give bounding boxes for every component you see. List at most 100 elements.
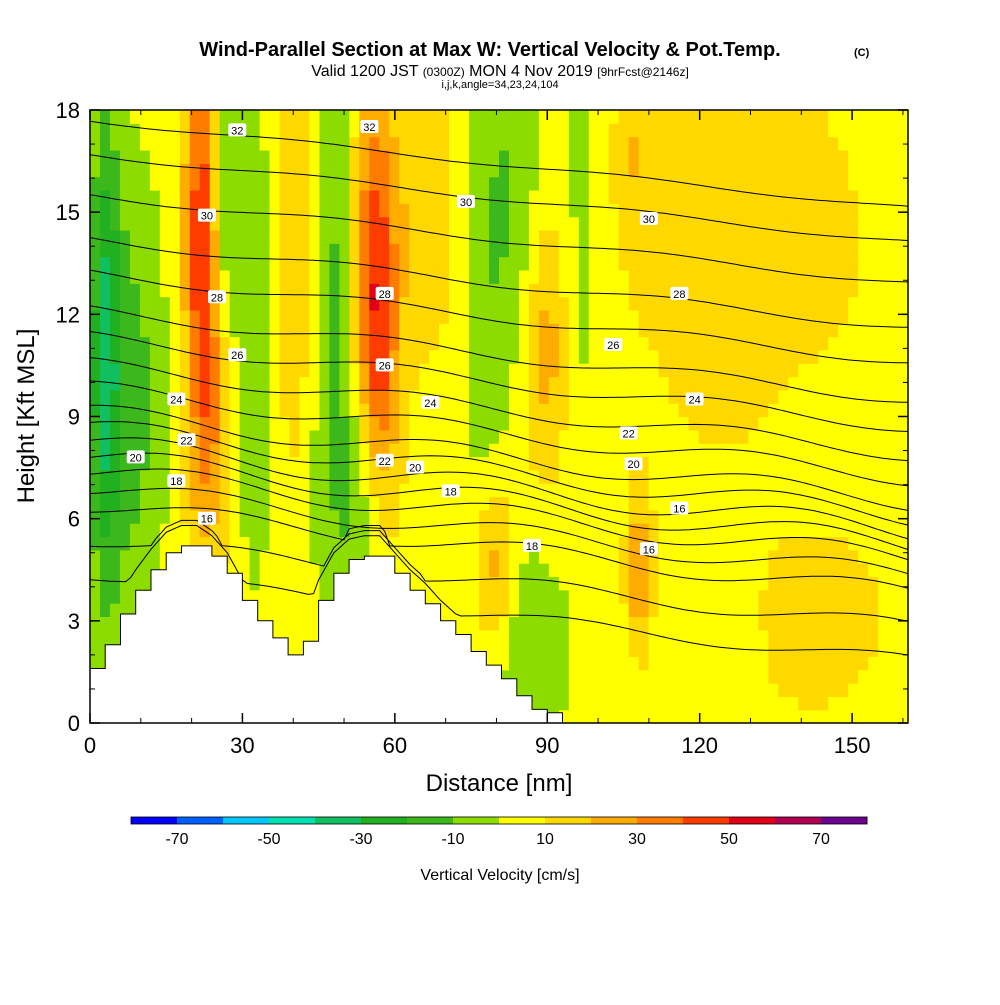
velocity-cell bbox=[379, 523, 390, 538]
velocity-cell bbox=[638, 336, 650, 351]
velocity-cell bbox=[199, 163, 211, 178]
velocity-cell bbox=[698, 389, 710, 404]
velocity-cell bbox=[648, 163, 660, 178]
velocity-cell bbox=[229, 176, 241, 191]
velocity-cell bbox=[489, 563, 500, 578]
velocity-cell bbox=[608, 496, 620, 511]
velocity-cell bbox=[169, 496, 181, 511]
velocity-cell bbox=[738, 536, 749, 551]
velocity-cell bbox=[618, 256, 630, 271]
velocity-cell bbox=[219, 469, 231, 484]
velocity-cell bbox=[788, 616, 799, 631]
velocity-cell bbox=[648, 229, 660, 244]
velocity-cell bbox=[219, 376, 231, 391]
velocity-cell bbox=[638, 256, 650, 271]
velocity-cell bbox=[419, 269, 430, 284]
velocity-cell bbox=[848, 589, 859, 604]
velocity-cell bbox=[848, 616, 859, 631]
velocity-cell bbox=[708, 589, 720, 604]
velocity-cell bbox=[868, 549, 879, 564]
velocity-cell bbox=[588, 549, 600, 564]
velocity-cell bbox=[99, 416, 111, 431]
velocity-cell bbox=[748, 283, 759, 298]
velocity-cell bbox=[229, 416, 241, 431]
velocity-cell bbox=[219, 176, 231, 191]
velocity-cell bbox=[259, 256, 271, 271]
velocity-cell bbox=[578, 603, 590, 617]
velocity-cell bbox=[349, 376, 360, 391]
velocity-cell bbox=[469, 443, 480, 458]
velocity-cell bbox=[149, 229, 161, 244]
velocity-cell bbox=[99, 243, 111, 258]
velocity-cell bbox=[239, 589, 251, 604]
velocity-cell bbox=[209, 110, 221, 124]
velocity-cell bbox=[99, 309, 111, 324]
velocity-cell bbox=[568, 203, 580, 218]
velocity-cell bbox=[568, 429, 580, 444]
velocity-cell bbox=[419, 456, 430, 471]
velocity-cell bbox=[798, 443, 809, 458]
velocity-cell bbox=[838, 709, 849, 723]
velocity-cell bbox=[788, 243, 799, 258]
velocity-cell bbox=[868, 296, 879, 311]
velocity-cell bbox=[229, 549, 241, 564]
velocity-cell bbox=[678, 163, 690, 178]
velocity-cell bbox=[618, 523, 630, 538]
velocity-cell bbox=[299, 243, 311, 258]
velocity-cell bbox=[788, 403, 799, 418]
velocity-cell bbox=[628, 616, 640, 631]
velocity-cell bbox=[119, 509, 131, 524]
velocity-cell bbox=[668, 456, 680, 471]
velocity-cell bbox=[508, 549, 520, 564]
velocity-cell bbox=[389, 283, 400, 298]
velocity-cell bbox=[319, 389, 331, 404]
velocity-cell bbox=[219, 203, 231, 218]
velocity-cell bbox=[309, 536, 321, 551]
velocity-cell bbox=[708, 389, 720, 404]
velocity-cell bbox=[728, 149, 740, 164]
velocity-cell bbox=[528, 189, 540, 204]
velocity-cell bbox=[758, 323, 769, 338]
velocity-cell bbox=[409, 536, 420, 551]
velocity-cell bbox=[329, 363, 340, 378]
velocity-cell bbox=[738, 683, 749, 697]
velocity-cell bbox=[489, 523, 500, 538]
velocity-cell bbox=[588, 149, 600, 164]
velocity-cell bbox=[99, 629, 111, 644]
velocity-cell bbox=[568, 629, 580, 644]
velocity-cell bbox=[538, 456, 550, 471]
velocity-cell bbox=[499, 483, 510, 498]
velocity-cell bbox=[279, 416, 291, 431]
velocity-cell bbox=[199, 523, 211, 538]
velocity-cell bbox=[518, 523, 530, 538]
velocity-cell bbox=[359, 243, 370, 258]
velocity-cell bbox=[688, 296, 700, 311]
velocity-cell bbox=[279, 403, 291, 418]
velocity-cell bbox=[159, 509, 171, 524]
velocity-cell bbox=[758, 509, 769, 524]
velocity-cell bbox=[359, 136, 370, 151]
velocity-cell bbox=[548, 416, 560, 431]
velocity-cell bbox=[499, 469, 510, 484]
velocity-cell bbox=[379, 376, 390, 391]
velocity-cell bbox=[518, 483, 530, 498]
velocity-cell bbox=[708, 283, 720, 298]
velocity-cell bbox=[339, 123, 350, 138]
velocity-cell bbox=[119, 243, 131, 258]
velocity-cell bbox=[828, 696, 839, 711]
velocity-cell bbox=[419, 189, 430, 204]
velocity-cell bbox=[538, 589, 550, 604]
velocity-cell bbox=[429, 189, 440, 204]
velocity-cell bbox=[598, 349, 610, 364]
velocity-cell bbox=[319, 349, 331, 364]
velocity-cell bbox=[668, 389, 680, 404]
velocity-cell bbox=[249, 269, 261, 284]
velocity-cell bbox=[838, 656, 849, 671]
velocity-cell bbox=[678, 403, 690, 418]
velocity-cell bbox=[99, 296, 111, 311]
velocity-cell bbox=[778, 203, 789, 218]
velocity-cell bbox=[808, 389, 819, 404]
velocity-cell bbox=[449, 576, 460, 591]
velocity-cell bbox=[778, 709, 789, 723]
velocity-cell bbox=[239, 336, 251, 351]
